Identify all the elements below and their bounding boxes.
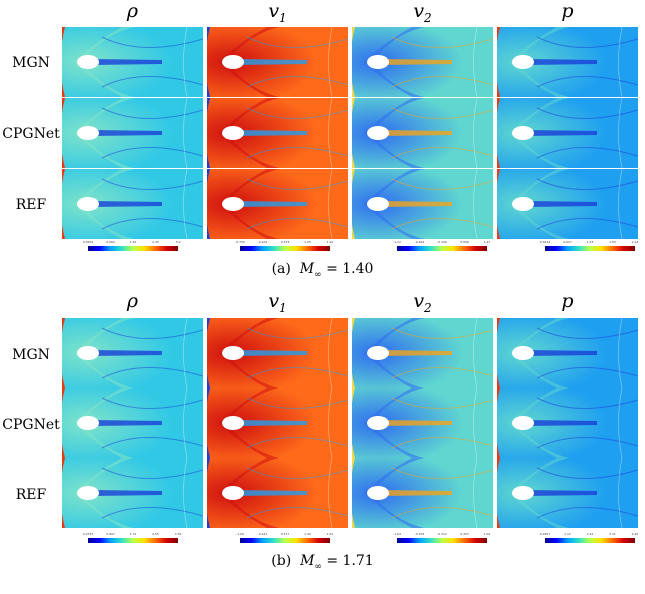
field-tile-p-ref (497, 169, 638, 239)
row-label-mgn-b: MGN (12, 347, 50, 363)
col-head-v2-b: v2 (413, 290, 432, 315)
field-tile-rho-ref (62, 458, 203, 528)
field-tile-p-mgn (497, 27, 638, 97)
field-tile-rho-ref (62, 169, 203, 239)
field-tile-rho-cpgnet (62, 388, 203, 458)
field-tile-p-cpgnet (497, 388, 638, 458)
col-head-v1-b: v1 (268, 290, 287, 315)
field-tile-rho-cpgnet (62, 98, 203, 168)
field-tile-rho-mgn (62, 318, 203, 388)
col-head-rho: ρ (126, 0, 139, 22)
field-tile-v1-cpgnet (207, 388, 348, 458)
field-tile-v2-ref (352, 169, 493, 239)
row-label-ref-b: REF (15, 487, 47, 503)
row-label-cpgnet: CPGNet (2, 126, 60, 142)
col-head-p: p (561, 0, 574, 22)
field-tile-v2-ref (352, 458, 493, 528)
field-tile-rho-mgn (62, 27, 203, 97)
col-head-rho-b: ρ (126, 290, 139, 312)
row-label-mgn: MGN (12, 55, 50, 71)
col-head-v1: v1 (268, 0, 287, 25)
field-tile-v2-cpgnet (352, 388, 493, 458)
field-tile-v2-cpgnet (352, 98, 493, 168)
field-tile-v1-mgn (207, 318, 348, 388)
field-tile-v2-mgn (352, 318, 493, 388)
field-tile-v1-mgn (207, 27, 348, 97)
field-tile-v1-ref (207, 169, 348, 239)
field-tile-v2-mgn (352, 27, 493, 97)
field-tile-p-mgn (497, 318, 638, 388)
field-tile-v1-cpgnet (207, 98, 348, 168)
caption-a: (a) M∞ = 1.40 (271, 261, 374, 280)
col-head-p-b: p (561, 290, 574, 312)
field-tile-v1-ref (207, 458, 348, 528)
field-tile-p-cpgnet (497, 98, 638, 168)
col-head-v2: v2 (413, 0, 432, 25)
field-tile-p-ref (497, 458, 638, 528)
row-label-cpgnet-b: CPGNet (2, 417, 60, 433)
row-label-ref: REF (15, 197, 47, 213)
caption-b: (b) M∞ = 1.71 (271, 553, 374, 572)
